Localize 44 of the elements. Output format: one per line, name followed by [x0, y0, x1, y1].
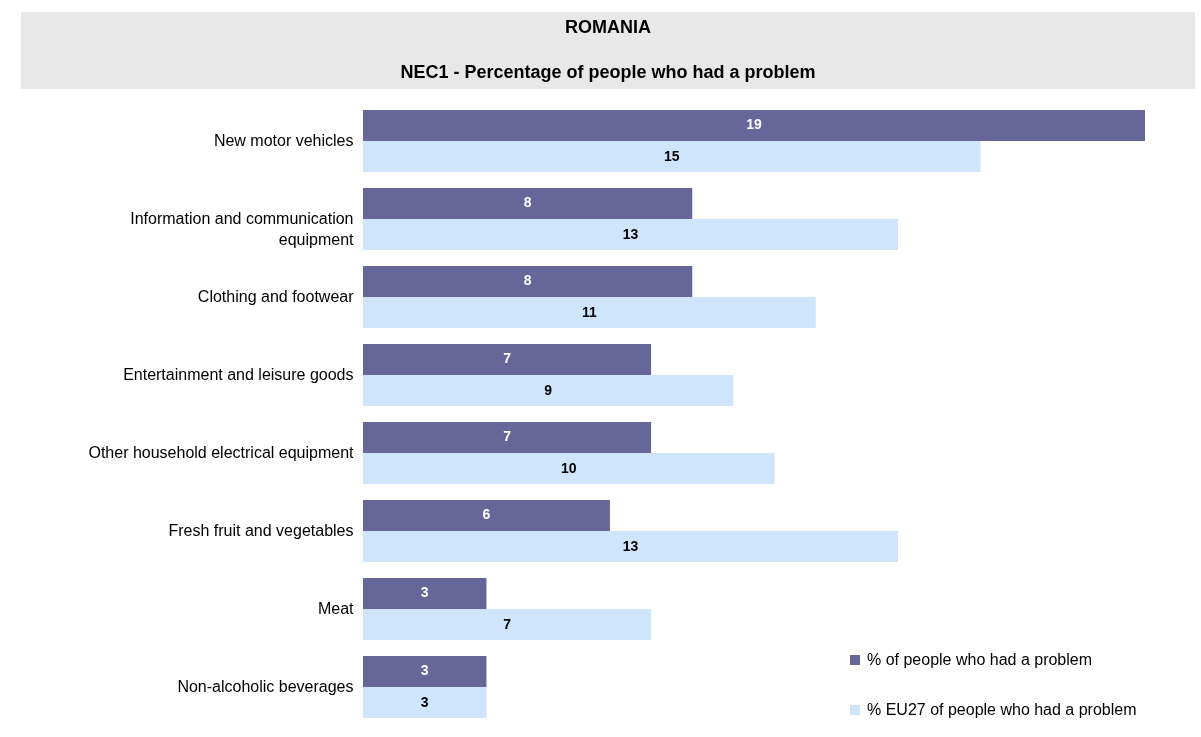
- data-label: 7: [503, 615, 512, 632]
- data-label: 7: [503, 350, 512, 367]
- data-label: 13: [622, 225, 639, 242]
- bar: [363, 188, 693, 219]
- data-label: 13: [622, 537, 639, 554]
- bar: [363, 219, 899, 251]
- chart-subtitle: NEC1 - Percentage of people who had a problem: [400, 62, 816, 82]
- bar: [363, 375, 734, 407]
- bar: [363, 141, 981, 173]
- data-label: 8: [523, 272, 532, 289]
- bar: [363, 110, 1145, 141]
- y-tick-label: Fresh fruit and vegetables: [168, 522, 354, 539]
- data-label: 3: [420, 584, 429, 601]
- legend-label: % of people who had a problem: [867, 651, 1093, 668]
- bar: [363, 656, 487, 687]
- bar: [363, 344, 652, 375]
- y-tick-label: Information and communication equipment: [130, 210, 355, 248]
- bar: [363, 609, 652, 641]
- bar: [363, 453, 775, 485]
- bar: [363, 422, 652, 453]
- data-label: 19: [746, 116, 762, 133]
- y-tick-label: Non-alcoholic beverages: [177, 678, 354, 695]
- bar: [363, 500, 610, 531]
- data-label: 11: [581, 303, 597, 320]
- y-tick-label: Other household electrical equipment: [88, 444, 355, 461]
- bar: [363, 266, 693, 297]
- bar: [363, 578, 487, 609]
- data-label: 3: [420, 693, 429, 710]
- y-tick-label: Clothing and footwear: [197, 288, 355, 305]
- data-label: 9: [544, 381, 553, 398]
- y-tick-label: New motor vehicles: [213, 132, 354, 149]
- chart-title: ROMANIA: [565, 17, 651, 37]
- data-label: 15: [663, 147, 680, 164]
- data-label: 7: [503, 428, 512, 445]
- bar: [363, 687, 487, 719]
- bar: [363, 297, 816, 329]
- y-tick-label: Meat: [317, 600, 355, 617]
- y-tick-label: Entertainment and leisure goods: [123, 366, 354, 383]
- data-label: 6: [482, 506, 491, 523]
- data-label: 3: [420, 662, 429, 679]
- bar: [363, 531, 899, 563]
- legend-label: % EU27 of people who had a problem: [867, 701, 1137, 718]
- data-label: 8: [523, 194, 532, 211]
- data-label: 10: [561, 459, 577, 476]
